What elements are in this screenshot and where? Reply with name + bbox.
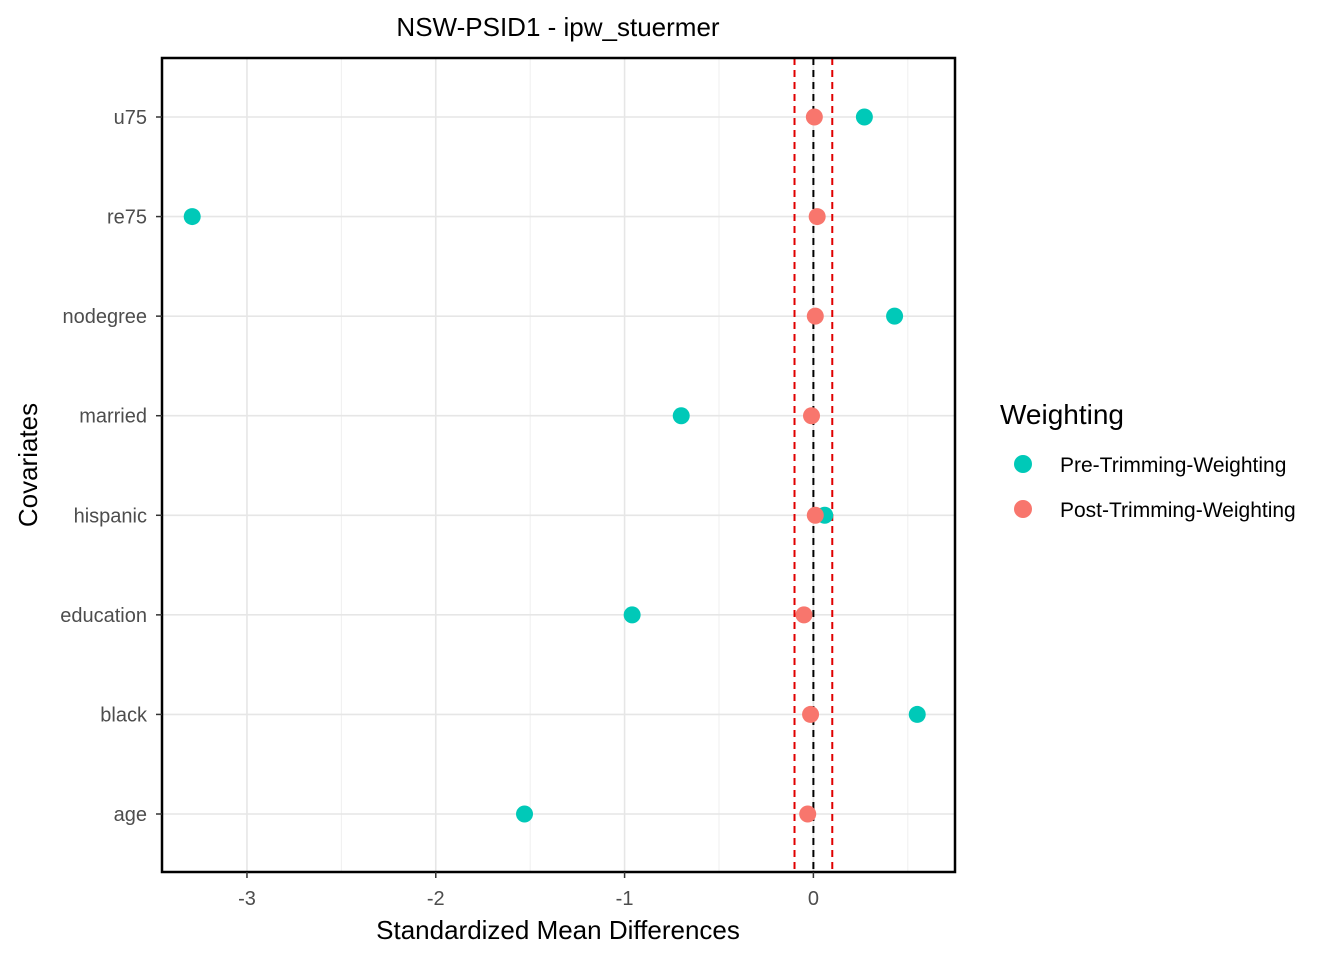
pre-trimming-point xyxy=(672,407,690,425)
legend-key xyxy=(1014,500,1032,518)
post-trimming-point xyxy=(802,705,820,723)
pre-trimming-point xyxy=(908,705,926,723)
legend-items: Pre-Trimming-Weighting Post-Trimming-Weig… xyxy=(1014,454,1296,522)
pre-trimming-point xyxy=(886,307,904,325)
post-trimming-point xyxy=(805,108,823,126)
x-tick-label: -2 xyxy=(427,888,445,910)
y-tick-label: u75 xyxy=(114,107,147,129)
data-points xyxy=(183,108,926,823)
legend-label: Post-Trimming-Weighting xyxy=(1060,499,1296,522)
plot-panel-border xyxy=(160,56,957,874)
pre-trimming-point xyxy=(623,606,641,624)
post-trimming-point xyxy=(806,307,824,325)
post-trimming-point xyxy=(806,506,824,524)
post-trimming-point xyxy=(803,407,821,425)
x-tick-label: 0 xyxy=(808,888,819,910)
y-tick-label: hispanic xyxy=(74,505,147,527)
x-tick-label: -1 xyxy=(616,888,634,910)
y-axis-title: Covariates xyxy=(13,403,43,527)
y-axis-ticks: u75 re75 nodegree married hispanic education b… xyxy=(60,107,162,826)
legend-key xyxy=(1014,455,1032,473)
pre-trimming-point xyxy=(855,108,873,126)
post-trimming-point xyxy=(795,606,813,624)
post-trimming-point xyxy=(799,805,817,823)
y-tick-label: age xyxy=(114,804,147,826)
y-tick-label: married xyxy=(79,406,147,428)
post-trimming-point xyxy=(808,208,826,226)
y-tick-label: black xyxy=(100,704,148,726)
reference-lines xyxy=(793,58,834,872)
pre-trimming-point xyxy=(183,208,201,226)
pre-trimming-point xyxy=(516,805,534,823)
y-tick-label: nodegree xyxy=(62,306,147,328)
y-tick-label: education xyxy=(60,605,147,627)
y-tick-label: re75 xyxy=(107,207,147,229)
legend-title: Weighting xyxy=(1000,399,1124,430)
x-axis-title: Standardized Mean Differences xyxy=(376,915,740,945)
legend-label: Pre-Trimming-Weighting xyxy=(1060,454,1286,477)
x-tick-label: -3 xyxy=(238,888,256,910)
chart-title: NSW-PSID1 - ipw_stuermer xyxy=(396,12,719,42)
grid xyxy=(162,58,955,872)
legend: Weighting Pre-Trimming-Weighting Post-Tri… xyxy=(1000,399,1296,522)
x-axis-ticks: -3 -2 -1 0 xyxy=(238,872,819,910)
